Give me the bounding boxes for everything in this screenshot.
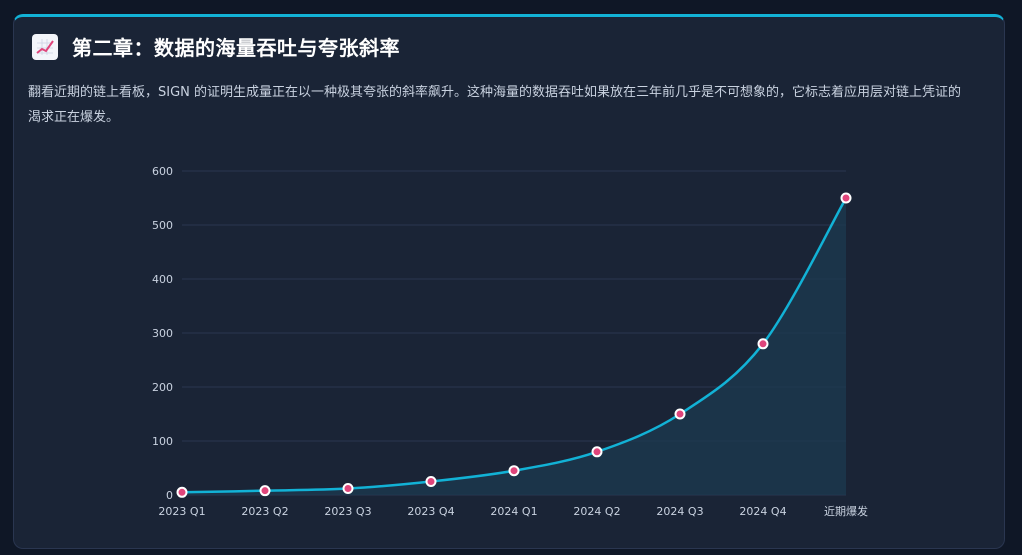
chart-increasing-icon bbox=[32, 33, 58, 60]
y-tick-label: 100 bbox=[152, 435, 173, 448]
data-point bbox=[259, 485, 271, 497]
page-description: 翻看近期的链上看板，SIGN 的证明生成量正在以一种极其夸张的斜率飙升。这种海量… bbox=[28, 85, 962, 125]
x-tick-label: 2023 Q2 bbox=[241, 505, 288, 518]
y-tick-label: 0 bbox=[166, 489, 173, 502]
y-tick-label: 300 bbox=[152, 327, 173, 340]
section-heading: 第二章：数据的海量吞吐与夸张斜率 bbox=[32, 32, 400, 61]
data-point bbox=[342, 483, 354, 495]
x-tick-label: 2023 Q4 bbox=[407, 505, 454, 518]
x-tick-label: 近期爆发 bbox=[824, 504, 868, 518]
x-tick-label: 2024 Q4 bbox=[739, 505, 786, 518]
y-tick-label: 200 bbox=[152, 381, 173, 394]
y-tick-label: 600 bbox=[152, 165, 173, 178]
data-point bbox=[674, 408, 686, 420]
series-line bbox=[181, 197, 848, 494]
x-tick-label: 2023 Q3 bbox=[324, 505, 371, 518]
x-tick-label: 2024 Q3 bbox=[656, 505, 703, 518]
y-tick-label: 400 bbox=[152, 273, 173, 286]
data-point bbox=[508, 465, 520, 477]
x-tick-label: 2023 Q1 bbox=[158, 505, 205, 518]
x-tick-label: 2024 Q1 bbox=[490, 505, 537, 518]
data-point bbox=[176, 486, 188, 498]
data-point bbox=[757, 338, 769, 350]
data-point bbox=[425, 476, 437, 487]
page-title: 第二章：数据的海量吞吐与夸张斜率 bbox=[72, 36, 400, 60]
data-point bbox=[840, 192, 852, 204]
data-point bbox=[591, 446, 603, 458]
x-tick-label: 2024 Q2 bbox=[573, 505, 620, 518]
series-area bbox=[182, 198, 846, 495]
y-tick-label: 500 bbox=[152, 219, 173, 232]
